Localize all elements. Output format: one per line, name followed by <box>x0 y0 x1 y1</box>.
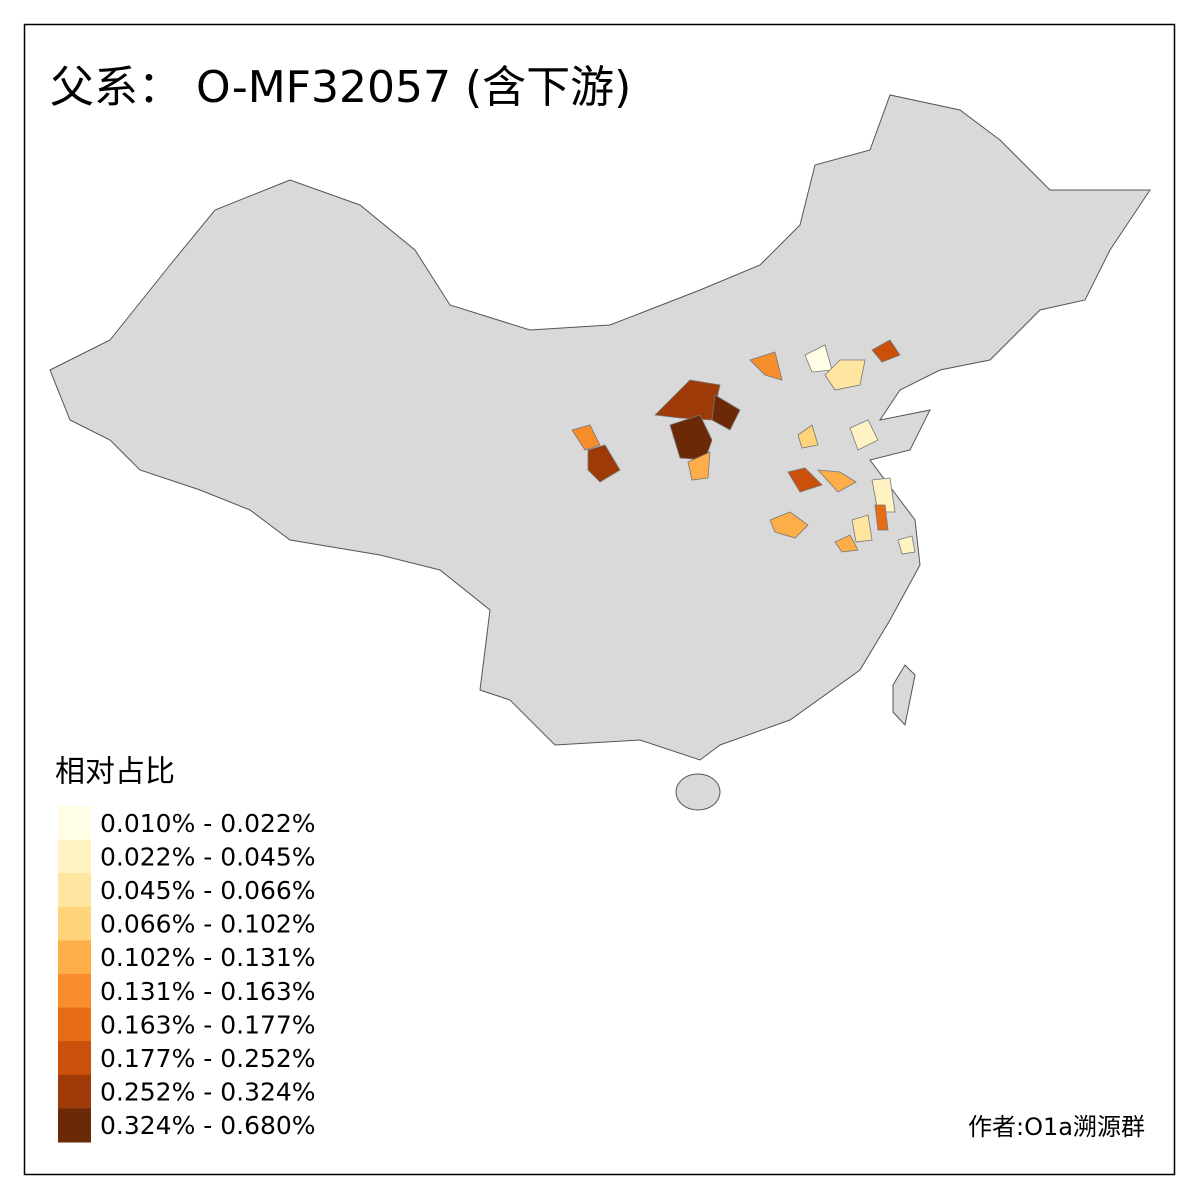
island <box>675 773 721 811</box>
region <box>687 451 711 481</box>
frame <box>23 23 1176 1176</box>
legend-swatch <box>58 1108 91 1143</box>
regions <box>571 339 916 555</box>
region <box>834 534 859 553</box>
region <box>587 444 621 483</box>
legend-swatch <box>58 1041 91 1076</box>
country-outline <box>49 94 1151 761</box>
legend-label: 0.066% - 0.102% <box>100 910 316 939</box>
island <box>892 664 916 727</box>
map-title: 父系： O-MF32057 (含下游) <box>50 62 631 113</box>
legend: 0.010% - 0.022% 0.022% - 0.045% 0.045% - 0… <box>58 806 316 1143</box>
region <box>711 394 741 431</box>
region <box>897 535 916 555</box>
legend-label: 0.022% - 0.045% <box>100 842 316 871</box>
region <box>851 514 873 543</box>
region <box>874 504 889 531</box>
legend-swatch <box>58 806 91 841</box>
region <box>871 477 896 513</box>
legend-label: 0.163% - 0.177% <box>100 1010 316 1039</box>
region <box>871 339 901 363</box>
legend-label: 0.324% - 0.680% <box>100 1111 316 1140</box>
region <box>824 359 866 391</box>
legend-swatch <box>58 839 91 874</box>
region <box>849 419 879 451</box>
legend-label: 0.131% - 0.163% <box>100 977 316 1006</box>
legend-label: 0.010% - 0.022% <box>100 809 316 838</box>
legend-swatch <box>58 906 91 941</box>
legend-swatch <box>58 940 91 975</box>
legend-label: 0.102% - 0.131% <box>100 943 316 972</box>
legend-swatch <box>58 873 91 908</box>
region <box>749 351 783 381</box>
legend-swatch <box>58 974 91 1009</box>
legend-swatch <box>58 1007 91 1042</box>
region <box>669 414 713 461</box>
legend-label: 0.252% - 0.324% <box>100 1078 316 1107</box>
region <box>769 511 809 539</box>
legend-swatch <box>58 1074 91 1109</box>
legend-label: 0.045% - 0.066% <box>100 876 316 905</box>
region <box>787 467 823 493</box>
legend-title: 相对占比 <box>55 755 175 790</box>
credit: 作者:O1a溯源群 <box>968 1113 1145 1141</box>
region <box>571 424 601 451</box>
region <box>817 469 857 493</box>
legend-label: 0.177% - 0.252% <box>100 1044 316 1073</box>
region <box>797 424 819 449</box>
